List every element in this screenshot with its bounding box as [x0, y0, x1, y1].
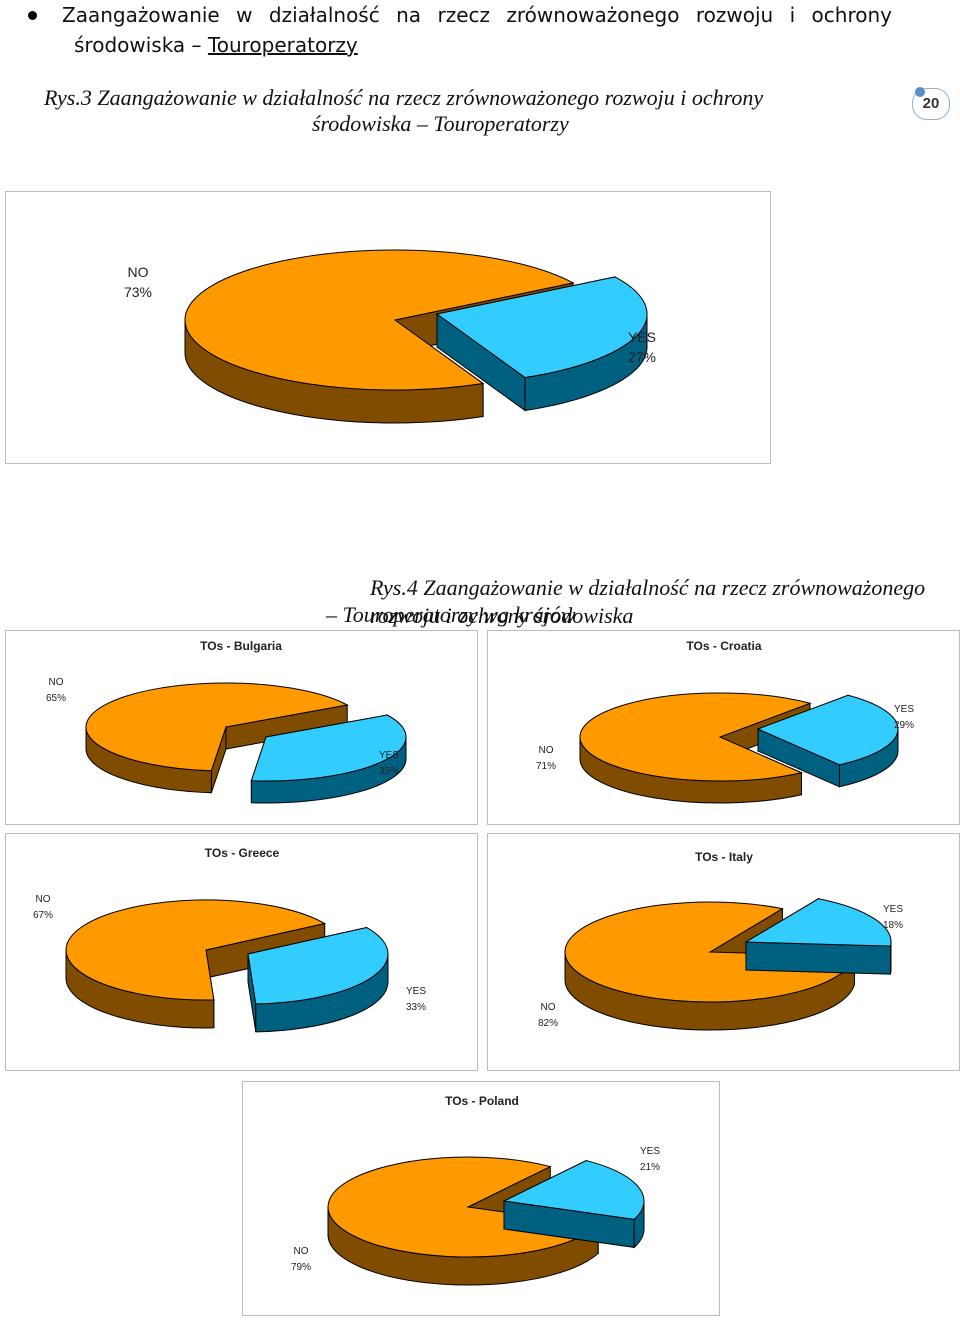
data-label-category: YES [379, 750, 399, 761]
data-label-no: NO 82% [538, 1002, 558, 1029]
pie-slice-yes [756, 694, 899, 788]
data-label-no: NO 67% [33, 894, 53, 921]
figure-3-title-line-1: Rys.3 Zaangażowanie w działalność na rze… [44, 85, 764, 110]
data-label-yes: YES 35% [379, 750, 399, 777]
data-label-category: NO [36, 894, 51, 905]
data-label-yes: YES 27% [628, 329, 656, 365]
figure-4-title-line-2: – Touroperatorzy wg krajów [326, 602, 576, 627]
chart-title: TOs - Italy [695, 850, 753, 864]
figure-4-title-line-1: Rys.4 Zaangażowanie w działalność na rze… [370, 575, 926, 628]
data-label-value: 79% [291, 1262, 311, 1273]
data-label-value: 67% [33, 910, 53, 921]
data-label-yes: YES 18% [883, 904, 903, 931]
pie-chart-5: TOs - Italy NO 82% YES 18% [538, 850, 903, 1031]
data-label-value: 35% [379, 766, 399, 777]
data-label-category: NO [128, 264, 149, 280]
data-label-value: 18% [883, 920, 903, 931]
data-label-value: 33% [406, 1002, 426, 1013]
pie-slice-yes [744, 897, 892, 975]
bullet-line-2: środowiska – Touroperatorzy [74, 30, 358, 60]
data-label-yes: YES 21% [640, 1146, 660, 1173]
data-label-category: NO [539, 745, 554, 756]
pie-slice-yes [247, 926, 389, 1033]
data-label-category: YES [640, 1146, 660, 1157]
pie-chart-2: TOs - Bulgaria NO 65% YES 35% [46, 639, 407, 804]
data-label-value: 21% [640, 1162, 660, 1173]
chart-title: TOs - Bulgaria [200, 639, 282, 653]
pie-chart-1: NO 73% YES 27% [124, 249, 656, 424]
bullet-line-1: Zaangażowanie w działalność na rzecz zró… [62, 3, 892, 27]
chart-title: TOs - Poland [445, 1094, 519, 1108]
data-label-yes: YES 33% [406, 986, 426, 1013]
chart-title: TOs - Croatia [686, 639, 761, 653]
pie-slice-yes [250, 714, 407, 804]
bullet-icon [28, 11, 37, 20]
chart-title: TOs - Greece [205, 846, 280, 860]
data-label-no: NO 73% [124, 264, 152, 300]
pie-slice-no [85, 682, 349, 794]
data-label-no: NO 71% [536, 745, 556, 772]
pie-chart-4: TOs - Greece NO 67% YES 33% [33, 846, 426, 1033]
pie-chart-6: TOs - Poland NO 79% YES 21% [291, 1094, 660, 1286]
page-number-badge: 20 [912, 87, 950, 120]
data-label-category: NO [541, 1002, 556, 1013]
data-label-category: NO [294, 1246, 309, 1257]
data-label-category: YES [883, 904, 903, 915]
pie-chart-3: TOs - Croatia NO 71% YES 29% [536, 639, 914, 804]
data-label-no: NO 79% [291, 1246, 311, 1273]
data-label-value: 29% [894, 720, 914, 731]
data-label-category: NO [49, 677, 64, 688]
data-label-value: 82% [538, 1018, 558, 1029]
data-label-value: 27% [628, 349, 656, 365]
data-label-value: 65% [46, 693, 66, 704]
bullet-link[interactable]: Touroperatorzy [207, 33, 358, 57]
data-label-yes: YES 29% [894, 704, 914, 731]
bullet-line-2-prefix: środowiska – [74, 33, 208, 57]
pie-slice-yes [502, 1159, 645, 1249]
data-label-value: 71% [536, 761, 556, 772]
pie-slice-no [579, 692, 812, 804]
data-label-value: 73% [124, 284, 152, 300]
data-label-category: YES [894, 704, 914, 715]
pie-slice-yes [435, 276, 648, 412]
data-label-category: YES [628, 329, 656, 345]
figure-3-title-line-2: środowiska – Touroperatorzy [312, 111, 569, 136]
data-label-no: NO 65% [46, 677, 66, 704]
data-label-category: YES [406, 986, 426, 997]
